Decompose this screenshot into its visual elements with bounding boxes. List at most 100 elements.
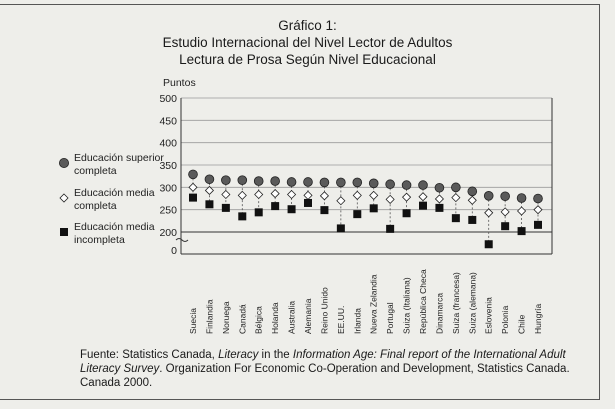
figure-subtitle: Lectura de Prosa Según Nivel Educacional xyxy=(179,52,436,67)
point-incompleta-0 xyxy=(189,193,197,202)
x-tick-label-6: Australia xyxy=(287,301,297,334)
x-tick-label-11: Nueva Zelandia xyxy=(369,274,379,334)
point-incompleta-14 xyxy=(419,201,427,210)
point-media-6 xyxy=(287,189,297,200)
point-media-5 xyxy=(270,189,280,199)
x-tick-label-17: Suiza (alemana) xyxy=(467,272,477,334)
y-tick-label-350: 350 xyxy=(159,160,177,172)
legend-label-0: Educación superior completa xyxy=(74,152,164,177)
x-tick-label-4: Bélgica xyxy=(254,306,264,334)
point-media-19 xyxy=(500,207,510,217)
point-superior-5 xyxy=(270,176,280,186)
y-tick-label-400: 400 xyxy=(159,138,177,150)
x-tick-label-20: Chile xyxy=(517,314,527,334)
frame-top-line xyxy=(0,4,600,5)
point-media-21 xyxy=(533,205,543,215)
legend-label-line: incompleta xyxy=(74,234,125,246)
y-tick-label-500: 500 xyxy=(159,93,177,105)
frame-bottom-line xyxy=(0,399,600,400)
point-media-7 xyxy=(303,190,313,200)
point-incompleta-16 xyxy=(451,214,460,223)
legend-label-line: Educación media xyxy=(74,187,155,199)
y-tick-label-0: 0 xyxy=(171,245,177,257)
source-middle: in the xyxy=(258,349,293,361)
source-italic-a: Literacy xyxy=(218,349,259,361)
point-incompleta-19 xyxy=(501,222,510,231)
point-superior-14 xyxy=(418,180,428,190)
point-media-10 xyxy=(352,190,362,200)
point-media-4 xyxy=(254,189,264,200)
x-tick-label-0: Suecia xyxy=(188,308,198,334)
x-tick-label-16: Suiza (francesa) xyxy=(451,272,461,334)
point-media-9 xyxy=(336,196,346,206)
point-incompleta-20 xyxy=(517,227,526,236)
legend-label-line: completa xyxy=(74,165,117,177)
figure-title: Estudio Internacional del Nivel Lector d… xyxy=(162,35,453,50)
point-superior-15 xyxy=(434,182,445,193)
point-incompleta-12 xyxy=(386,224,395,233)
point-superior-9 xyxy=(336,177,346,188)
point-superior-13 xyxy=(401,180,412,190)
point-incompleta-6 xyxy=(287,205,296,214)
point-media-11 xyxy=(369,190,379,200)
point-incompleta-18 xyxy=(484,240,493,249)
legend-label-line: Educación media xyxy=(74,221,155,233)
y-tick-label-450: 450 xyxy=(159,115,177,127)
x-tick-label-7: Alemania xyxy=(303,298,313,334)
point-superior-19 xyxy=(500,191,510,202)
point-superior-4 xyxy=(253,176,264,186)
x-tick-label-9: EE.UU. xyxy=(336,306,346,334)
x-tick-label-15: Dinamarca xyxy=(434,293,444,334)
figure-number: Gráfico 1: xyxy=(278,18,337,33)
point-superior-0 xyxy=(188,169,198,180)
y-axis-title: Puntos xyxy=(163,77,196,89)
point-superior-21 xyxy=(533,193,543,204)
point-superior-11 xyxy=(368,178,379,189)
point-superior-1 xyxy=(204,174,215,185)
point-superior-16 xyxy=(451,182,461,193)
point-media-13 xyxy=(402,192,412,202)
point-superior-7 xyxy=(303,177,313,187)
y-tick-label-200: 200 xyxy=(159,227,177,239)
frame-right-line xyxy=(599,4,600,400)
x-tick-label-8: Reino Unido xyxy=(319,287,329,334)
point-media-3 xyxy=(237,190,247,200)
point-incompleta-1 xyxy=(205,200,214,209)
legend-label-line: Educación superior xyxy=(74,152,164,164)
point-incompleta-10 xyxy=(353,210,362,219)
x-tick-label-5: Holanda xyxy=(270,302,280,334)
point-superior-17 xyxy=(467,186,478,197)
x-tick-label-12: Portugal xyxy=(385,302,395,334)
x-tick-label-2: Noruega xyxy=(221,301,231,334)
point-media-18 xyxy=(484,208,494,218)
point-media-2 xyxy=(221,189,231,200)
point-superior-18 xyxy=(483,191,494,201)
point-incompleta-9 xyxy=(336,224,345,233)
point-incompleta-15 xyxy=(435,203,444,212)
point-incompleta-7 xyxy=(304,198,312,207)
source-italic-b: Information Age: Final report of the Int… xyxy=(80,349,566,375)
point-media-12 xyxy=(385,194,395,204)
point-media-20 xyxy=(517,206,527,216)
point-superior-10 xyxy=(352,177,363,188)
x-tick-label-3: Canadá xyxy=(237,304,247,334)
source-suffix: . Organization For Economic Co-Operation… xyxy=(80,363,570,389)
y-tick-label-300: 300 xyxy=(159,182,177,194)
point-superior-6 xyxy=(286,177,297,187)
point-superior-8 xyxy=(319,177,330,188)
legend-marker-media xyxy=(59,193,69,203)
legend-label-line: completa xyxy=(74,200,117,212)
x-tick-label-21: Hungría xyxy=(533,303,543,334)
point-incompleta-13 xyxy=(402,209,411,218)
legend-marker-incompleta xyxy=(60,228,68,236)
point-incompleta-5 xyxy=(271,202,280,211)
point-media-0 xyxy=(188,182,198,192)
point-incompleta-8 xyxy=(320,206,329,215)
point-superior-2 xyxy=(221,175,231,185)
legend-marker-superior xyxy=(59,157,70,168)
x-tick-label-19: Polonia xyxy=(500,305,510,334)
x-tick-label-14: República Checa xyxy=(418,269,428,334)
point-superior-3 xyxy=(237,175,248,185)
x-tick-label-13: Suiza (Italiana) xyxy=(402,277,412,334)
